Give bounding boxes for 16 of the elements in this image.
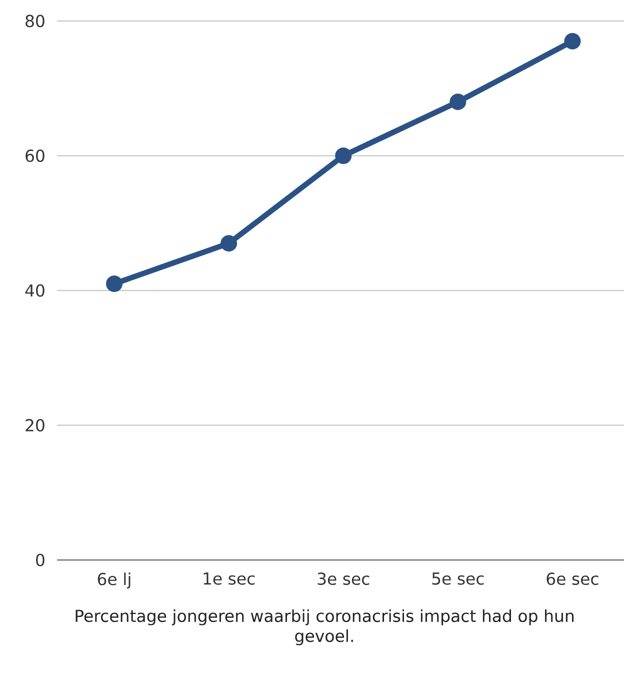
point: [220, 235, 238, 252]
x-tick-label: 3e sec: [318, 572, 370, 585]
x-tick-label: 5e sec: [432, 572, 484, 585]
x-axis-title: Percentage jongeren waarbij coronacrisis impact had op hun gevoel.: [76, 609, 574, 646]
point: [106, 276, 123, 292]
y-tick-label: 40: [25, 284, 44, 297]
x-tick-label: 6e lj: [98, 572, 130, 588]
point: [335, 148, 352, 164]
x-tick-label: 1e sec: [204, 572, 255, 585]
y-tick-label: 0: [36, 554, 44, 566]
point: [450, 94, 466, 110]
y-tick-label: 20: [26, 419, 44, 432]
y-tick-label: 80: [26, 14, 44, 28]
point: [564, 32, 581, 50]
x-tick-label: 6e sec: [546, 572, 598, 585]
y-tick-label: 60: [26, 150, 44, 162]
